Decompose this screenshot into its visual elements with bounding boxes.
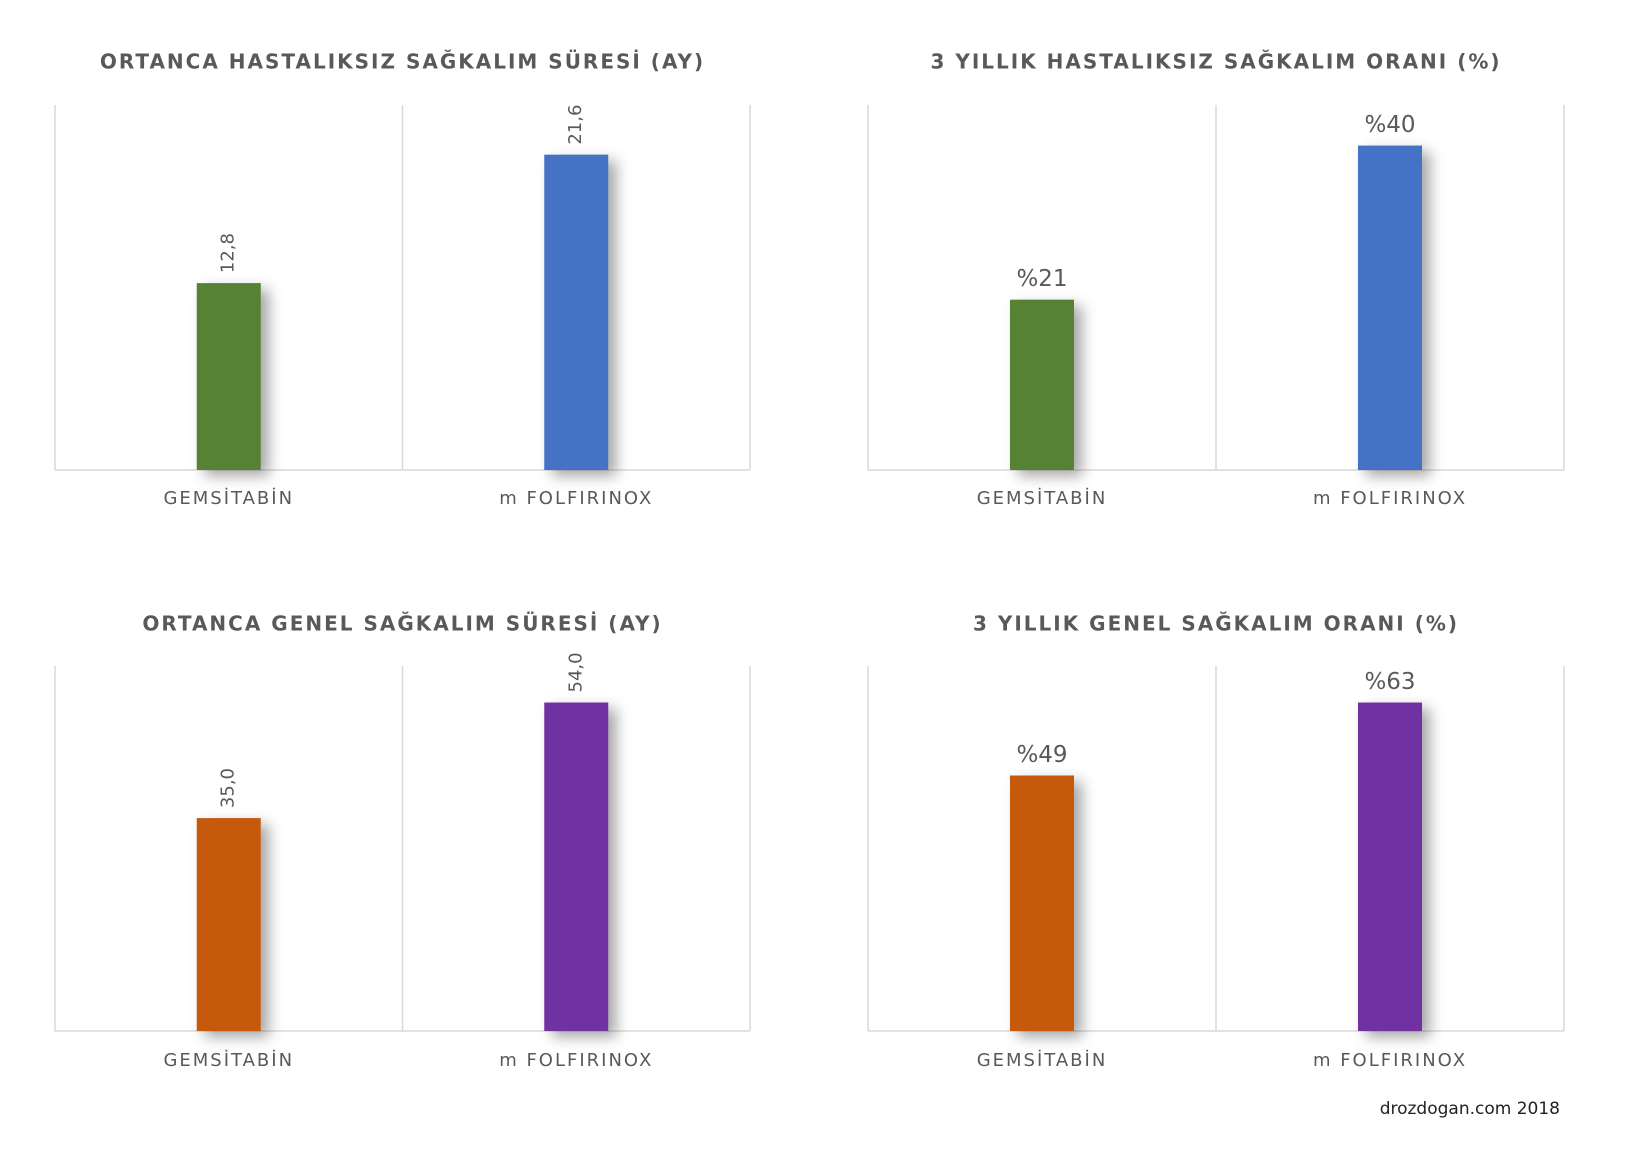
data-label: %40 <box>1364 112 1415 138</box>
x-tick-label: GEMSİTABİN <box>163 488 294 509</box>
x-tick-label: GEMSİTABİN <box>977 1050 1108 1071</box>
data-label: %21 <box>1016 266 1067 292</box>
x-tick-label: m FOLFIRINOX <box>499 488 653 509</box>
chart-title: 3 YILLIK HASTALIKSIZ SAĞKALIM ORANI (%) <box>930 50 1501 74</box>
bar <box>196 818 261 1031</box>
x-tick-label: m FOLFIRINOX <box>1313 488 1467 509</box>
data-label: %49 <box>1016 742 1067 768</box>
chart-title: ORTANCA HASTALIKSIZ SAĞKALIM SÜRESİ (AY) <box>100 50 705 74</box>
x-tick-label: GEMSİTABİN <box>163 1050 294 1071</box>
chart-title: ORTANCA GENEL SAĞKALIM SÜRESİ (AY) <box>142 612 662 636</box>
bar <box>196 283 261 470</box>
footer: drozdogan.com 2018 <box>1380 1099 1560 1119</box>
bar <box>1010 299 1074 470</box>
bar <box>1358 702 1422 1031</box>
bar <box>544 154 609 470</box>
chart-title: 3 YILLIK GENEL SAĞKALIM ORANI (%) <box>973 612 1459 636</box>
data-label: 35,0 <box>218 768 239 808</box>
data-label: 12,8 <box>218 233 239 273</box>
data-label: %63 <box>1364 669 1415 695</box>
bar <box>1010 775 1074 1031</box>
bar <box>544 702 609 1031</box>
bar <box>1358 145 1422 471</box>
data-label: 54,0 <box>565 652 586 692</box>
x-tick-label: m FOLFIRINOX <box>1313 1050 1467 1071</box>
x-tick-label: m FOLFIRINOX <box>499 1050 653 1071</box>
x-tick-label: GEMSİTABİN <box>977 488 1108 509</box>
data-label: 21,6 <box>565 105 586 145</box>
